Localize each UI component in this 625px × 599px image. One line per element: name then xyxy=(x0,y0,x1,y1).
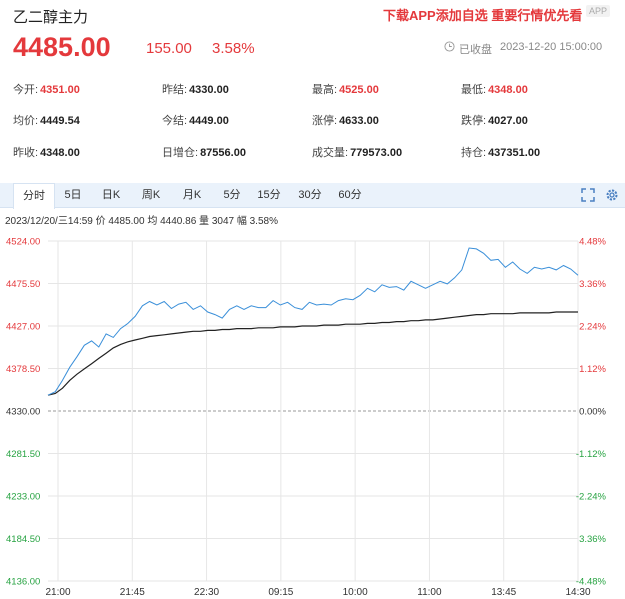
quote-prev-settle: 昨结: 4330.00 xyxy=(162,84,229,96)
quote-oi-change: 日增仓: 87556.00 xyxy=(162,147,246,159)
tab-weekly-k[interactable]: 周K xyxy=(141,189,161,201)
tab-15min[interactable]: 15分 xyxy=(257,189,281,201)
percent-tick-label: 3.36% xyxy=(579,534,606,545)
download-app-promo-link[interactable]: 下载APP添加自选 重要行情优先看 xyxy=(383,8,583,23)
quote-low: 最低: 4348.00 xyxy=(461,84,528,96)
last-price: 4485.00 xyxy=(13,32,111,62)
percent-tick-label: 3.36% xyxy=(579,279,606,290)
price-axis: 4524.00 4475.50 4427.00 4378.50 4330.00 4281.… xyxy=(6,237,40,588)
tab-intraday[interactable]: 分时 xyxy=(13,183,55,209)
percent-tick-label: 4.48% xyxy=(579,237,606,248)
time-tick-label: 14:30 xyxy=(565,587,590,598)
price-tick-label: 4136.00 xyxy=(6,577,40,588)
percent-tick-label: -2.24% xyxy=(576,492,607,503)
clock-icon xyxy=(444,41,455,52)
intraday-chart[interactable]: 4524.00 4475.50 4427.00 4378.50 4330.00 4281.… xyxy=(0,228,625,599)
crosshair-info-line: 2023/12/20/三14:59 价 4485.00 均 4440.86 量 … xyxy=(5,216,278,227)
quote-volume: 成交量: 779573.00 xyxy=(312,147,403,159)
price-tick-label: 4330.00 xyxy=(6,407,40,418)
chart-grid xyxy=(48,240,579,582)
percent-axis: 4.48% 3.36% 2.24% 1.12% 0.00% -1.12% -2.24% 3.3… xyxy=(576,237,607,588)
average-price-line xyxy=(47,311,578,396)
quote-avg: 均价: 4449.54 xyxy=(13,115,80,127)
contract-title: 乙二醇主力 xyxy=(13,9,89,26)
market-status: 已收盘 xyxy=(459,44,492,56)
percent-tick-label: 0.00% xyxy=(579,407,606,418)
price-tick-label: 4524.00 xyxy=(6,237,40,248)
quote-datetime: 2023-12-20 15:00:00 xyxy=(500,41,603,53)
price-line xyxy=(47,247,579,396)
price-tick-label: 4233.00 xyxy=(6,492,40,503)
price-tick-label: 4427.00 xyxy=(6,322,40,333)
fullscreen-icon[interactable] xyxy=(581,188,595,202)
quote-open: 今开: 4351.00 xyxy=(13,84,80,96)
time-axis: 21:00 21:45 22:30 09:15 10:00 11:00 13:45 14:30 xyxy=(45,587,590,598)
quote-limit-up: 涨停: 4633.00 xyxy=(312,115,379,127)
time-tick-label: 13:45 xyxy=(491,587,516,598)
tab-5day[interactable]: 5日 xyxy=(64,189,82,201)
quote-open-interest: 持仓: 437351.00 xyxy=(461,147,541,159)
time-tick-label: 21:45 xyxy=(120,587,145,598)
price-tick-label: 4475.50 xyxy=(6,279,40,290)
percent-tick-label: 2.24% xyxy=(579,322,606,333)
tab-60min[interactable]: 60分 xyxy=(338,189,362,201)
quote-limit-down: 跌停: 4027.00 xyxy=(461,115,528,127)
price-tick-label: 4378.50 xyxy=(6,364,40,375)
tab-30min[interactable]: 30分 xyxy=(298,189,322,201)
price-change: 155.00 xyxy=(146,40,192,57)
period-tab-bar: 分时 5日 日K 周K 月K 5分 15分 30分 60分 xyxy=(0,183,625,209)
percent-tick-label: 1.12% xyxy=(579,364,606,375)
quote-high: 最高: 4525.00 xyxy=(312,84,379,96)
tab-monthly-k[interactable]: 月K xyxy=(182,189,202,201)
time-tick-label: 11:00 xyxy=(417,587,442,598)
time-tick-label: 09:15 xyxy=(268,587,293,598)
price-tick-label: 4184.50 xyxy=(6,534,40,545)
tab-5min[interactable]: 5分 xyxy=(223,189,241,201)
quote-prev-close: 昨收: 4348.00 xyxy=(13,147,80,159)
price-tick-label: 4281.50 xyxy=(6,449,40,460)
time-tick-label: 22:30 xyxy=(194,587,219,598)
settings-icon[interactable] xyxy=(605,188,619,202)
time-tick-label: 10:00 xyxy=(343,587,368,598)
tab-daily-k[interactable]: 日K xyxy=(101,189,121,201)
percent-tick-label: -4.48% xyxy=(576,577,607,588)
price-change-percent: 3.58% xyxy=(212,40,255,57)
quote-settle: 今结: 4449.00 xyxy=(162,115,229,127)
time-tick-label: 21:00 xyxy=(45,587,70,598)
app-badge[interactable]: APP xyxy=(586,5,611,17)
percent-tick-label: -1.12% xyxy=(576,449,607,460)
